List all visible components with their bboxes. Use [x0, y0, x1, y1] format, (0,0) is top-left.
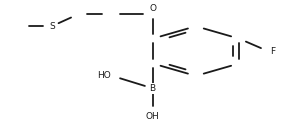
Text: S: S [49, 22, 55, 31]
Text: F: F [270, 47, 275, 56]
Text: B: B [149, 84, 156, 93]
Text: O: O [149, 4, 156, 13]
Text: HO: HO [97, 71, 111, 80]
Text: OH: OH [146, 112, 160, 121]
